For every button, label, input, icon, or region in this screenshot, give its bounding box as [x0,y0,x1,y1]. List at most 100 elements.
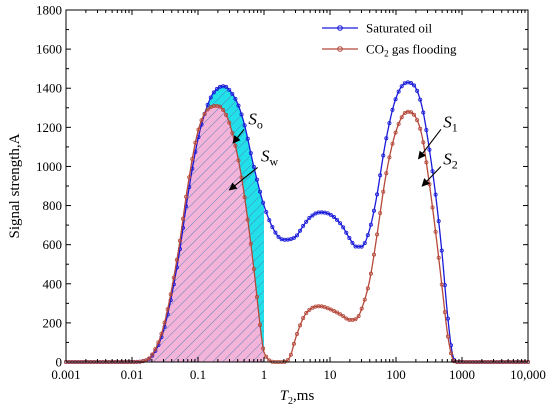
annotation-sub: 2 [452,157,458,171]
data-point [375,232,380,237]
x-axis-label-main: T [280,388,290,404]
data-point [381,189,386,194]
data-point [159,331,164,336]
data-point [350,240,355,245]
data-point [368,222,373,227]
data-point [205,107,210,112]
data-point [227,120,232,125]
data-point [335,217,340,222]
y-tick-label: 1800 [36,3,62,18]
data-point [390,141,395,146]
data-point [214,87,219,92]
data-point [448,351,453,356]
data-point [288,352,293,357]
annotation-label: So [248,109,262,131]
data-point [168,292,173,297]
data-point [359,306,364,311]
series-lines [64,80,531,364]
data-point [254,177,259,182]
y-tick-label: 0 [56,355,63,370]
x-tick-label: 1000 [449,367,475,382]
y-tick-label: 1400 [36,81,62,96]
fill-areas [137,86,264,362]
data-point [387,155,392,160]
annotation-arrow [417,128,442,160]
data-point [202,111,207,116]
data-point [344,316,349,321]
fill-area-hatch [137,105,264,362]
data-point [184,194,189,199]
legend-label-co2-sub: 2 [384,49,389,59]
data-point [421,110,426,115]
data-point [436,255,441,260]
annotation-main: S [248,109,257,128]
data-point [415,88,420,93]
data-point [347,236,352,241]
data-point [393,97,398,102]
data-point [239,112,244,117]
data-point [375,192,380,197]
annotation-label: Sw [261,147,279,169]
legend-marker-saturated-oil [337,25,343,31]
y-tick-label: 600 [43,237,63,252]
data-point [208,95,213,100]
data-point [445,316,450,321]
data-point [393,130,398,135]
data-point [181,216,186,221]
legend-label-co2-main: CO [366,42,384,57]
axis-ticks: 0.001 0.01 0.1 1 10 100 1000 10,000 0 200 400 600 80… [36,3,546,383]
data-point [335,310,340,315]
x-axis-label-rest: ,ms [293,388,314,404]
data-point [307,216,312,221]
data-point [331,215,336,220]
data-point [248,151,253,156]
x-axis-label: T2,ms [280,388,315,407]
data-point [233,143,238,148]
data-point [270,225,275,230]
data-point [254,295,259,300]
legend-label-co2-gas-flooding: CO2 gas flooding [366,42,457,59]
x-tick-label: 1 [261,367,268,382]
data-point [153,347,158,352]
data-point [264,210,269,215]
data-point [230,131,235,136]
x-tick-label: 0.01 [121,367,144,382]
data-point [150,352,155,357]
data-point [196,127,201,132]
data-point [399,115,404,120]
data-point [328,307,333,312]
annotation-arrow [228,166,258,191]
data-point [384,136,389,141]
annotation-arrow [421,166,442,187]
data-point [291,341,296,346]
annotation-label: S1 [443,112,458,134]
data-point [418,126,423,131]
data-point [387,121,392,126]
data-point [396,89,401,94]
data-point [359,244,364,249]
data-point [424,127,429,132]
data-point [418,97,423,102]
data-point [365,286,370,291]
y-tick-label: 1600 [36,42,62,57]
x-axis-label-sub: 2 [288,396,293,407]
data-point [174,257,179,262]
data-point [199,118,204,123]
data-point [193,140,198,145]
series-line-co2-gas-flooding [66,105,528,363]
data-point [412,112,417,117]
series-markers-saturated-oil [64,80,531,364]
data-point [341,314,346,319]
data-point [325,211,330,216]
data-point [190,156,195,161]
data-point [171,275,176,280]
data-point [424,160,429,165]
data-point [433,192,438,197]
annotation-main: S [443,149,452,168]
y-tick-label: 1200 [36,120,62,135]
annotation-main: S [443,112,452,131]
data-point [439,282,444,287]
legend-marker-co2-gas-flooding [337,46,343,52]
data-point [442,310,447,315]
